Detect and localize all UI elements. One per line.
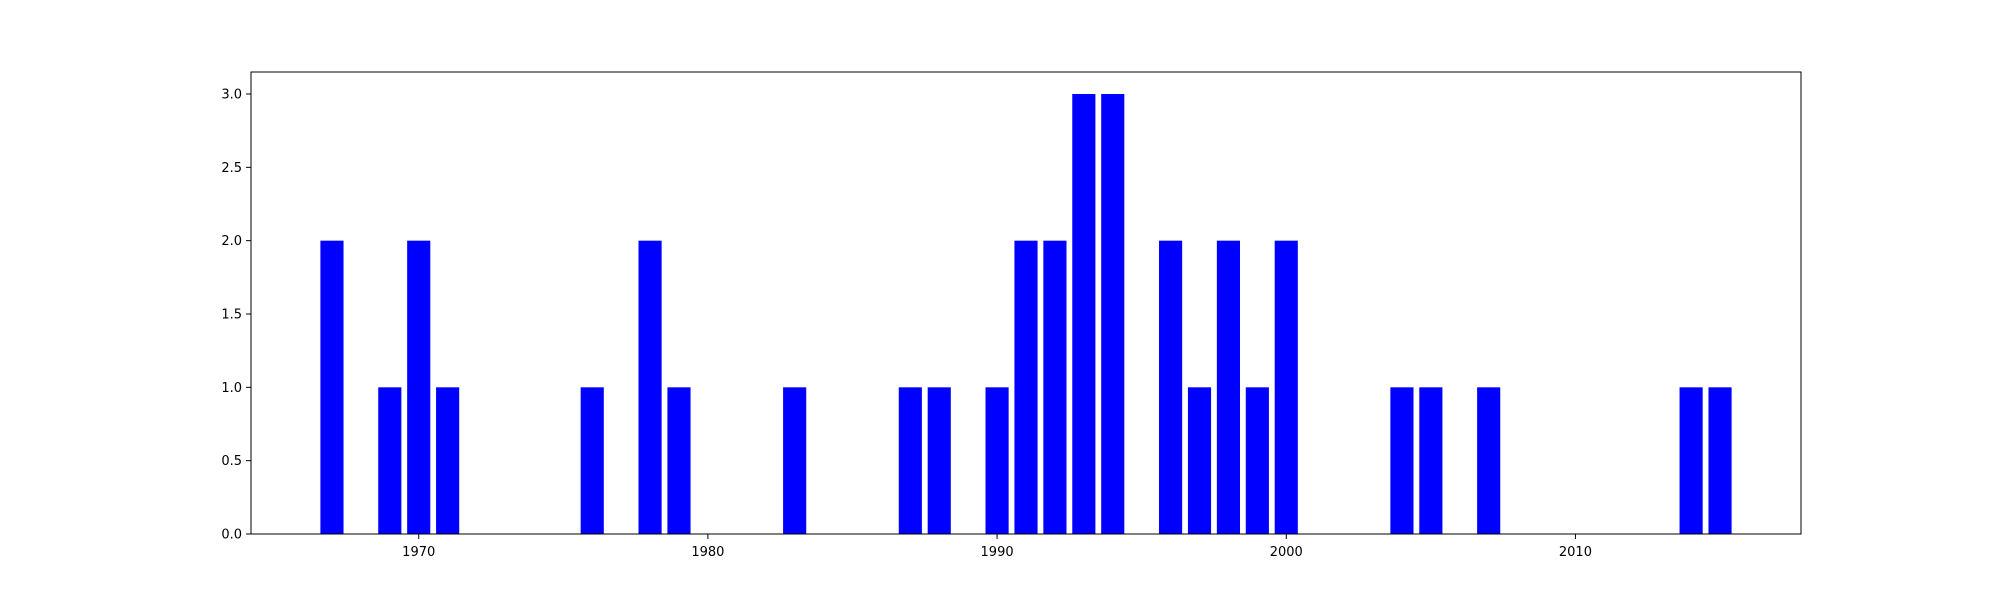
bar-1997 — [1187, 387, 1212, 534]
y-tick-label: 1.5 — [221, 308, 242, 323]
bar-1993 — [1072, 94, 1096, 534]
bar-1971 — [436, 387, 460, 534]
bar-1990 — [985, 387, 1009, 534]
bar-1969 — [378, 387, 402, 534]
y-tick-label: 0.0 — [221, 528, 242, 543]
bar-1998 — [1216, 240, 1240, 534]
bar-group — [320, 94, 1732, 534]
x-axis-ticks: 1970 1980 1990 2000 2010 — [402, 534, 1592, 560]
bar-1991 — [1014, 240, 1038, 534]
x-tick-label: 2010 — [1559, 545, 1592, 560]
bar-1999 — [1245, 387, 1269, 534]
bar-1970 — [407, 240, 431, 534]
bar-1992 — [1043, 240, 1067, 534]
y-tick-label: 1.0 — [221, 381, 242, 396]
bar-1983 — [783, 387, 807, 534]
bar-1976 — [580, 387, 604, 534]
x-tick-label: 1970 — [402, 545, 435, 560]
x-tick-label: 2000 — [1270, 545, 1303, 560]
bar-1978 — [638, 240, 662, 534]
bar-2007 — [1477, 387, 1501, 534]
y-tick-label: 3.0 — [221, 88, 242, 103]
bar-1996 — [1159, 240, 1183, 534]
plot-area-frame — [250, 71, 1802, 535]
x-tick-label: 1980 — [691, 545, 724, 560]
bar-1988 — [927, 387, 951, 534]
y-tick-label: 2.0 — [221, 234, 242, 249]
x-tick-label: 1990 — [981, 545, 1014, 560]
y-tick-label: 0.5 — [221, 454, 242, 469]
bar-1967 — [320, 240, 344, 534]
bar-2015 — [1708, 387, 1732, 534]
bar-2004 — [1390, 387, 1414, 534]
bar-2000 — [1274, 240, 1298, 534]
bar-1994 — [1101, 94, 1125, 534]
bar-2014 — [1679, 387, 1703, 534]
y-tick-label: 2.5 — [221, 161, 242, 176]
bar-1987 — [898, 387, 922, 534]
y-axis-ticks: 0.0 0.5 1.0 1.5 2.0 2.5 3.0 — [221, 88, 251, 543]
bar-2005 — [1419, 387, 1443, 534]
bar-1979 — [667, 387, 691, 534]
